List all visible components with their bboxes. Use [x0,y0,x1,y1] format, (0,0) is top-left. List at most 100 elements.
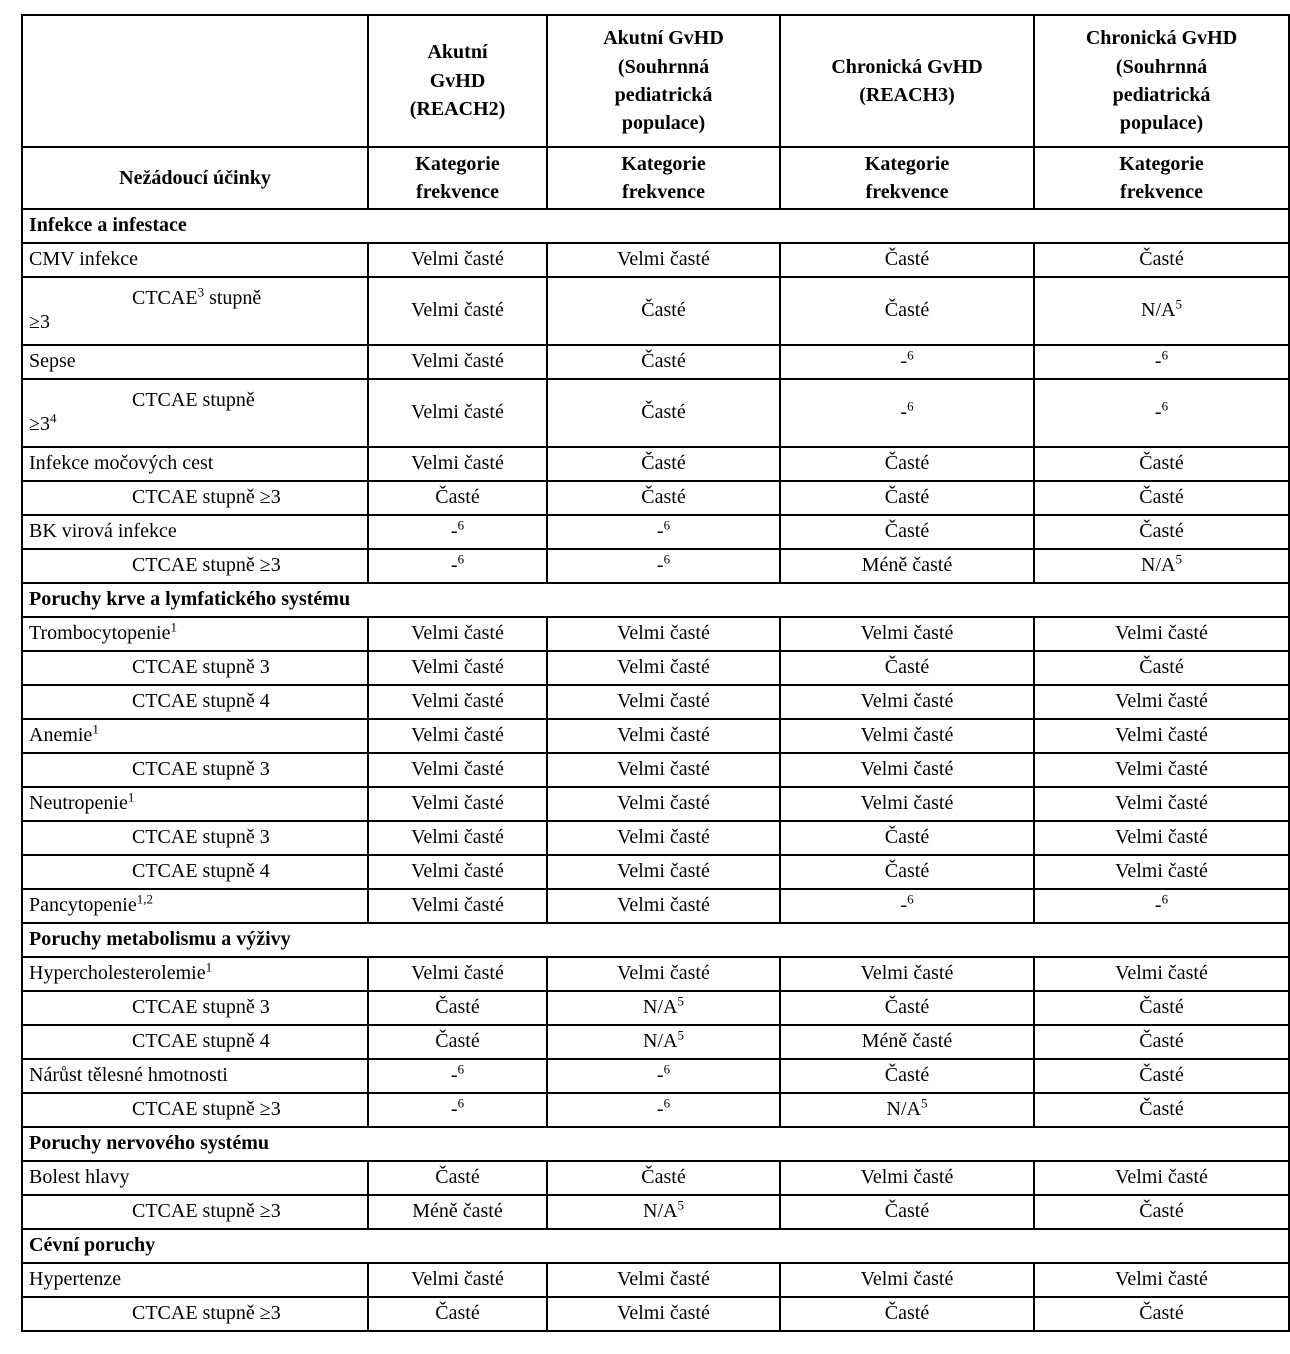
row-label: Infekce močových cest [21,446,369,482]
table-row: CMV infekce Velmi časté Velmi časté Časté Ča… [21,242,1290,278]
frequency-value-cell: Časté [1033,1296,1290,1332]
frequency-value-cell: Velmi časté [546,1296,781,1332]
column-header: Akutní GvHD (REACH2) [367,14,548,148]
table-row: CTCAE3 stupně ≥3 Velmi časté Časté Časté N/A5 [21,276,1290,346]
table-row: CTCAE stupně 3 Velmi časté Velmi časté Čast… [21,650,1290,686]
frequency-value-cell: Velmi časté [367,956,548,992]
column-header: Chronická GvHD (Souhrnná pediatrická popula… [1033,14,1290,148]
table-row: Pancytopenie1,2 Velmi časté Velmi časté -6-… [21,888,1290,924]
table-row: Nárůst tělesné hmotnosti -6 -6 Časté Časté [21,1058,1290,1094]
frequency-value-cell: Časté [546,480,781,516]
frequency-value-cell: Časté [779,1194,1035,1230]
table-row: CTCAE stupně 3 Časté N/A5 Časté Časté [21,990,1290,1026]
frequency-category-header: Kategorie frekvence [779,146,1035,210]
section-header: Infekce a infestace [21,208,1290,244]
frequency-value-cell: Časté [1033,1092,1290,1128]
frequency-value-cell: Velmi časté [546,888,781,924]
frequency-value-cell: Časté [779,650,1035,686]
frequency-value-cell: Velmi časté [1033,752,1290,788]
frequency-value-cell: Časté [779,514,1035,550]
frequency-value-cell: Časté [779,480,1035,516]
row-label: CTCAE stupně ≥3 [21,1296,369,1332]
frequency-value-cell: Velmi časté [1033,786,1290,822]
frequency-category-header: Kategorie frekvence [546,146,781,210]
row-label: CTCAE stupně 4 [21,854,369,890]
table-row: CTCAE stupně 3 Velmi časté Velmi časté Velm… [21,752,1290,788]
frequency-value-cell: Časté [367,1160,548,1196]
row-label: CTCAE stupně 4 [21,684,369,720]
table-body: Infekce a infestace CMV infekce Velmi čast… [21,208,1290,1332]
frequency-value-cell: Časté [546,276,781,346]
frequency-value-cell: Velmi časté [546,242,781,278]
frequency-value-cell: Velmi časté [367,1262,548,1298]
table-row: Infekce močových cest Velmi časté Časté Čas… [21,446,1290,482]
frequency-value-cell: -6 [546,1058,781,1094]
row-label: Bolest hlavy [21,1160,369,1196]
frequency-value-cell: Velmi časté [367,378,548,448]
row-label: Hypertenze [21,1262,369,1298]
row-label: CTCAE3 stupně ≥3 [21,276,369,346]
table-row: CTCAE stupně 4 Časté N/A5 Méně časté Časté [21,1024,1290,1060]
frequency-value-cell: Velmi časté [367,650,548,686]
frequency-value-cell: Časté [779,276,1035,346]
frequency-value-cell: Velmi časté [546,718,781,754]
row-label: Trombocytopenie1 [21,616,369,652]
frequency-value-cell: Časté [1033,990,1290,1026]
frequency-value-cell: Časté [367,990,548,1026]
frequency-value-cell: Velmi časté [367,786,548,822]
frequency-value-cell: -6 [546,1092,781,1128]
row-axis-header: Nežádoucí účinky [21,146,369,210]
frequency-value-cell: Velmi časté [779,684,1035,720]
frequency-value-cell: Velmi časté [1033,1160,1290,1196]
frequency-value-cell: Časté [779,820,1035,856]
section-header: Poruchy nervového systému [21,1126,1290,1162]
frequency-value-cell: Časté [1033,242,1290,278]
frequency-value-cell: -6 [1033,378,1290,448]
section-header: Poruchy metabolismu a výživy [21,922,1290,958]
frequency-value-cell: Časté [367,1024,548,1060]
section-header: Poruchy krve a lymfatického systému [21,582,1290,618]
frequency-value-cell: Velmi časté [367,820,548,856]
corner-cell [21,14,369,148]
frequency-value-cell: Velmi časté [546,956,781,992]
table-row: Hypercholesterolemie1 Velmi časté Velmi ča… [21,956,1290,992]
frequency-value-cell: Časté [1033,446,1290,482]
table-row: CTCAE stupně 4 Velmi časté Velmi časté Čast… [21,854,1290,890]
frequency-value-cell: Velmi časté [546,786,781,822]
section-row: Poruchy nervového systému [21,1126,1290,1162]
frequency-value-cell: -6 [1033,888,1290,924]
frequency-value-cell: Časté [779,1058,1035,1094]
frequency-value-cell: Velmi časté [1033,1262,1290,1298]
row-label: CMV infekce [21,242,369,278]
table-row: Hypertenze Velmi časté Velmi časté Velmi ča… [21,1262,1290,1298]
row-label: CTCAE stupně ≥3 [21,1092,369,1128]
frequency-value-cell: N/A5 [779,1092,1035,1128]
row-label: CTCAE stupně ≥3 [21,480,369,516]
frequency-value-cell: Velmi časté [779,616,1035,652]
frequency-value-cell: Velmi časté [779,956,1035,992]
frequency-value-cell: Méně časté [367,1194,548,1230]
frequency-category-header: Kategorie frekvence [1033,146,1290,210]
frequency-value-cell: Časté [546,446,781,482]
table-row: CTCAE stupně ≥3 -6 -6 Méně časté N/A5 [21,548,1290,584]
frequency-value-cell: Velmi časté [367,854,548,890]
frequency-value-cell: Velmi časté [367,718,548,754]
frequency-value-cell: Časté [1033,1024,1290,1060]
frequency-value-cell: -6 [367,1058,548,1094]
table-row: Sepse Velmi časté Časté -6 -6 [21,344,1290,380]
frequency-value-cell: -6 [546,548,781,584]
frequency-value-cell: N/A5 [546,1024,781,1060]
frequency-value-cell: Velmi časté [546,684,781,720]
frequency-value-cell: N/A5 [546,1194,781,1230]
row-label: CTCAE stupně 3 [21,650,369,686]
frequency-value-cell: -6 [779,378,1035,448]
table-row: CTCAE stupně ≥3 Méně časté N/A5 Časté Časté [21,1194,1290,1230]
header-row: Akutní GvHD (REACH2) Akutní GvHD (Souhrnná pe… [21,14,1290,148]
frequency-value-cell: Časté [779,446,1035,482]
table-row: CTCAE stupně ≥3 Časté Časté Časté Časté [21,480,1290,516]
table-row: Anemie1 Velmi časté Velmi časté Velmi časté… [21,718,1290,754]
frequency-value-cell: Časté [779,1296,1035,1332]
frequency-value-cell: Méně časté [779,1024,1035,1060]
section-header: Cévní poruchy [21,1228,1290,1264]
frequency-value-cell: Časté [779,854,1035,890]
